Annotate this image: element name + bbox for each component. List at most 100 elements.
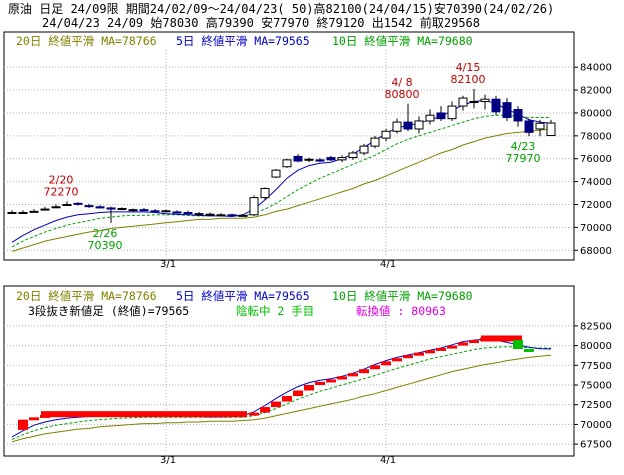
- panel1-candles: [7, 88, 556, 223]
- candle-body: [73, 202, 83, 205]
- panel1-legend: 20日 終値平滑 MA=78766 5日 終値平滑 MA=79565 10日 終…: [16, 34, 473, 48]
- header-line-1: 原油 日足 24/09限 期間24/02/09～24/04/23( 50)高82…: [8, 1, 554, 16]
- candle-body: [249, 197, 259, 216]
- up-brick: [403, 355, 413, 359]
- candle-body: [304, 158, 314, 161]
- y-tick-label: 82500: [580, 321, 612, 332]
- candle-body: [414, 120, 424, 130]
- candle-body: [7, 212, 17, 215]
- y-tick-label: 74000: [580, 177, 612, 188]
- y-tick-label: 76000: [580, 154, 612, 165]
- up-brick: [293, 390, 303, 397]
- annotation-price: 77970: [506, 152, 541, 165]
- up-brick: [271, 401, 281, 408]
- y-tick-label: 75000: [580, 381, 612, 392]
- candle-body: [392, 121, 402, 132]
- candle-body: [227, 214, 237, 217]
- candle-body: [40, 208, 50, 211]
- up-brick: [315, 381, 325, 385]
- y-tick-label: 78000: [580, 131, 612, 142]
- panel2-legend: 20日 終値平滑 MA=78766 5日 終値平滑 MA=79565 10日 終…: [16, 289, 473, 318]
- legend-ma5: 5日 終値平滑 MA=79565: [176, 34, 310, 48]
- y-tick-label: 77500: [580, 361, 612, 372]
- candle-body: [282, 159, 292, 168]
- y-tick-label: 67500: [580, 440, 612, 451]
- up-brick: [469, 340, 479, 344]
- candle-body: [84, 205, 94, 208]
- up-brick: [40, 414, 50, 418]
- down-brick: [524, 349, 534, 353]
- panel2-bricks: [18, 335, 534, 430]
- up-brick: [359, 369, 369, 374]
- up-brick: [326, 379, 336, 383]
- candle-body: [458, 97, 468, 107]
- up-brick: [370, 365, 380, 370]
- up-brick: [249, 412, 259, 416]
- candle-body: [128, 209, 138, 212]
- panel1-x-axis: 3/1 4/1: [160, 259, 396, 270]
- candle-body: [524, 120, 534, 133]
- up-brick: [337, 376, 347, 380]
- up-brick: [447, 345, 457, 349]
- legend-ma10: 10日 終値平滑 MA=79680: [332, 34, 473, 48]
- legend2-status: 陰転中 2 手目: [236, 304, 314, 318]
- panel2-moving-averages: [11, 338, 552, 443]
- candle-body: [315, 159, 325, 162]
- candle-body: [370, 137, 380, 147]
- panel1-y-axis: 68000 70000 72000 74000 76000 78000 80000 82000…: [574, 63, 612, 257]
- panel2-gridlines: [4, 318, 574, 452]
- up-brick: [18, 419, 28, 430]
- candle-body: [502, 102, 512, 119]
- panel2-x-axis: 3/1 4/1: [160, 455, 396, 466]
- candle-body: [381, 130, 391, 139]
- x-tick-label: 4/1: [380, 455, 396, 466]
- candle-body: [326, 157, 336, 161]
- annotation-date: 4/23: [511, 140, 536, 153]
- candle-body: [359, 145, 369, 154]
- ma20-line: [11, 128, 552, 252]
- candle-body: [139, 209, 149, 212]
- up-brick: [29, 417, 39, 421]
- up-brick: [414, 352, 424, 356]
- up-brick: [392, 358, 402, 362]
- ma5-line: [11, 99, 552, 243]
- y-tick-label: 68000: [580, 246, 612, 257]
- annotation-date: 4/15: [456, 61, 481, 74]
- candle-body: [51, 206, 61, 209]
- candle-body: [293, 155, 303, 162]
- up-brick: [348, 373, 358, 377]
- candle-body: [403, 121, 413, 130]
- candle-body: [161, 210, 171, 213]
- flat-brick-run: [41, 411, 247, 418]
- candle-body: [535, 122, 545, 130]
- panel1-gridlines: [4, 50, 574, 256]
- y-tick-label: 72000: [580, 200, 612, 211]
- candle-body: [183, 212, 193, 215]
- up-brick: [425, 350, 435, 354]
- candle-body: [447, 105, 457, 120]
- legend2-ma20: 20日 終値平滑 MA=78766: [16, 289, 157, 303]
- x-tick-label: 4/1: [380, 259, 396, 270]
- y-tick-label: 72500: [580, 400, 612, 411]
- candle-body: [271, 169, 281, 178]
- up-brick: [260, 407, 270, 413]
- annotation-price: 72270: [44, 185, 79, 198]
- panel1-frame: [3, 31, 575, 261]
- header-line-2: 24/04/23 24/09 始78030 高79390 安77970 終791…: [42, 15, 480, 30]
- candle-body: [348, 152, 358, 159]
- candle-body: [546, 122, 556, 136]
- candle-body: [513, 109, 523, 122]
- ma5-line: [11, 338, 552, 438]
- annotation-date: 2/26: [93, 227, 118, 240]
- candle-body: [205, 213, 215, 216]
- annotation-date: 4/ 8: [391, 76, 412, 89]
- up-brick: [480, 337, 490, 341]
- candle-body: [194, 213, 204, 216]
- candle-body: [260, 187, 270, 199]
- down-brick: [513, 340, 523, 350]
- candle-body: [425, 114, 435, 122]
- annotation-date: 2/20: [49, 173, 74, 186]
- legend2-ma10: 10日 終値平滑 MA=79680: [332, 289, 473, 303]
